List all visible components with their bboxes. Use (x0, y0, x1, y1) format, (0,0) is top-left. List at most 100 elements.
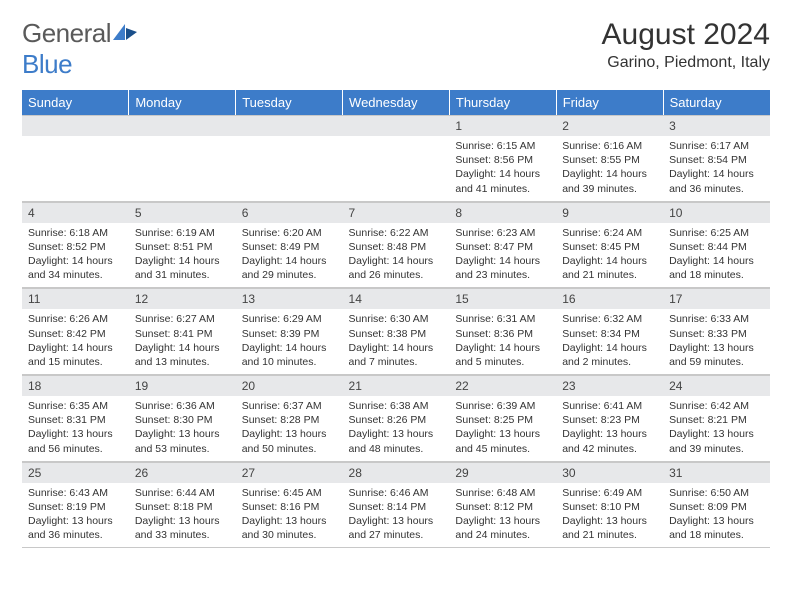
brand-name-b: Blue (22, 49, 72, 79)
calendar-day-cell: 9Sunrise: 6:24 AMSunset: 8:45 PMDaylight… (556, 201, 663, 288)
day-body: Sunrise: 6:32 AMSunset: 8:34 PMDaylight:… (556, 309, 663, 374)
calendar-day-cell: 12Sunrise: 6:27 AMSunset: 8:41 PMDayligh… (129, 288, 236, 375)
day-number: 12 (129, 288, 236, 309)
calendar-day-cell: 20Sunrise: 6:37 AMSunset: 8:28 PMDayligh… (236, 375, 343, 462)
sunrise-text: Sunrise: 6:32 AM (562, 312, 657, 326)
day-number: 31 (663, 462, 770, 483)
sunrise-text: Sunrise: 6:38 AM (349, 399, 444, 413)
day-body: Sunrise: 6:26 AMSunset: 8:42 PMDaylight:… (22, 309, 129, 374)
day-number: 23 (556, 375, 663, 396)
sunrise-text: Sunrise: 6:17 AM (669, 139, 764, 153)
calendar-table: Sunday Monday Tuesday Wednesday Thursday… (22, 90, 770, 548)
page-header: GeneralBlue August 2024 Garino, Piedmont… (22, 18, 770, 80)
day-number: 3 (663, 115, 770, 136)
sunset-text: Sunset: 8:54 PM (669, 153, 764, 167)
day-number: 26 (129, 462, 236, 483)
day-number: 8 (449, 202, 556, 223)
day-body: Sunrise: 6:24 AMSunset: 8:45 PMDaylight:… (556, 223, 663, 288)
calendar-day-cell: 4Sunrise: 6:18 AMSunset: 8:52 PMDaylight… (22, 201, 129, 288)
daylight-text: Daylight: 13 hours and 42 minutes. (562, 427, 657, 455)
day-number: 1 (449, 115, 556, 136)
day-number: 25 (22, 462, 129, 483)
day-number: 19 (129, 375, 236, 396)
daylight-text: Daylight: 14 hours and 15 minutes. (28, 341, 123, 369)
day-number: 18 (22, 375, 129, 396)
calendar-day-cell: 7Sunrise: 6:22 AMSunset: 8:48 PMDaylight… (343, 201, 450, 288)
sunset-text: Sunset: 8:18 PM (135, 500, 230, 514)
calendar-day-cell: 6Sunrise: 6:20 AMSunset: 8:49 PMDaylight… (236, 201, 343, 288)
daylight-text: Daylight: 14 hours and 26 minutes. (349, 254, 444, 282)
day-number: 2 (556, 115, 663, 136)
calendar-day-cell: 16Sunrise: 6:32 AMSunset: 8:34 PMDayligh… (556, 288, 663, 375)
day-body-empty (236, 136, 343, 196)
daylight-text: Daylight: 13 hours and 50 minutes. (242, 427, 337, 455)
calendar-week-row: 11Sunrise: 6:26 AMSunset: 8:42 PMDayligh… (22, 288, 770, 375)
sunrise-text: Sunrise: 6:30 AM (349, 312, 444, 326)
calendar-page: GeneralBlue August 2024 Garino, Piedmont… (0, 0, 792, 558)
day-body: Sunrise: 6:17 AMSunset: 8:54 PMDaylight:… (663, 136, 770, 201)
calendar-day-cell: 11Sunrise: 6:26 AMSunset: 8:42 PMDayligh… (22, 288, 129, 375)
day-body-empty (22, 136, 129, 196)
sunset-text: Sunset: 8:10 PM (562, 500, 657, 514)
sunset-text: Sunset: 8:30 PM (135, 413, 230, 427)
day-body: Sunrise: 6:30 AMSunset: 8:38 PMDaylight:… (343, 309, 450, 374)
day-number: 15 (449, 288, 556, 309)
sunset-text: Sunset: 8:45 PM (562, 240, 657, 254)
sunrise-text: Sunrise: 6:36 AM (135, 399, 230, 413)
day-number-empty (129, 115, 236, 136)
calendar-day-cell: 31Sunrise: 6:50 AMSunset: 8:09 PMDayligh… (663, 461, 770, 548)
daylight-text: Daylight: 13 hours and 24 minutes. (455, 514, 550, 542)
calendar-day-cell: 22Sunrise: 6:39 AMSunset: 8:25 PMDayligh… (449, 375, 556, 462)
daylight-text: Daylight: 13 hours and 30 minutes. (242, 514, 337, 542)
sunset-text: Sunset: 8:21 PM (669, 413, 764, 427)
day-body: Sunrise: 6:35 AMSunset: 8:31 PMDaylight:… (22, 396, 129, 461)
daylight-text: Daylight: 14 hours and 13 minutes. (135, 341, 230, 369)
calendar-day-cell: 5Sunrise: 6:19 AMSunset: 8:51 PMDaylight… (129, 201, 236, 288)
day-number: 4 (22, 202, 129, 223)
daylight-text: Daylight: 13 hours and 59 minutes. (669, 341, 764, 369)
day-number: 14 (343, 288, 450, 309)
sunset-text: Sunset: 8:39 PM (242, 327, 337, 341)
sunrise-text: Sunrise: 6:33 AM (669, 312, 764, 326)
day-number: 22 (449, 375, 556, 396)
sunset-text: Sunset: 8:52 PM (28, 240, 123, 254)
weekday-header: Friday (556, 90, 663, 115)
daylight-text: Daylight: 14 hours and 29 minutes. (242, 254, 337, 282)
day-number: 27 (236, 462, 343, 483)
day-number: 11 (22, 288, 129, 309)
daylight-text: Daylight: 13 hours and 36 minutes. (28, 514, 123, 542)
sunrise-text: Sunrise: 6:19 AM (135, 226, 230, 240)
weekday-header: Tuesday (236, 90, 343, 115)
daylight-text: Daylight: 14 hours and 36 minutes. (669, 167, 764, 195)
sunrise-text: Sunrise: 6:24 AM (562, 226, 657, 240)
daylight-text: Daylight: 13 hours and 27 minutes. (349, 514, 444, 542)
day-number: 30 (556, 462, 663, 483)
calendar-day-cell (129, 115, 236, 201)
day-body: Sunrise: 6:25 AMSunset: 8:44 PMDaylight:… (663, 223, 770, 288)
daylight-text: Daylight: 13 hours and 53 minutes. (135, 427, 230, 455)
calendar-day-cell: 15Sunrise: 6:31 AMSunset: 8:36 PMDayligh… (449, 288, 556, 375)
sunset-text: Sunset: 8:33 PM (669, 327, 764, 341)
sunset-text: Sunset: 8:28 PM (242, 413, 337, 427)
day-body: Sunrise: 6:27 AMSunset: 8:41 PMDaylight:… (129, 309, 236, 374)
day-body: Sunrise: 6:44 AMSunset: 8:18 PMDaylight:… (129, 483, 236, 548)
sunrise-text: Sunrise: 6:26 AM (28, 312, 123, 326)
day-number: 29 (449, 462, 556, 483)
sunset-text: Sunset: 8:23 PM (562, 413, 657, 427)
sail-icon (111, 18, 139, 38)
day-number: 20 (236, 375, 343, 396)
calendar-day-cell: 30Sunrise: 6:49 AMSunset: 8:10 PMDayligh… (556, 461, 663, 548)
sunset-text: Sunset: 8:47 PM (455, 240, 550, 254)
day-number: 10 (663, 202, 770, 223)
calendar-day-cell: 19Sunrise: 6:36 AMSunset: 8:30 PMDayligh… (129, 375, 236, 462)
calendar-day-cell: 8Sunrise: 6:23 AMSunset: 8:47 PMDaylight… (449, 201, 556, 288)
day-body: Sunrise: 6:36 AMSunset: 8:30 PMDaylight:… (129, 396, 236, 461)
sunset-text: Sunset: 8:38 PM (349, 327, 444, 341)
day-body: Sunrise: 6:50 AMSunset: 8:09 PMDaylight:… (663, 483, 770, 548)
month-title: August 2024 (602, 18, 770, 52)
brand-name: GeneralBlue (22, 18, 139, 80)
sunrise-text: Sunrise: 6:29 AM (242, 312, 337, 326)
sunset-text: Sunset: 8:51 PM (135, 240, 230, 254)
sunset-text: Sunset: 8:09 PM (669, 500, 764, 514)
day-number: 17 (663, 288, 770, 309)
